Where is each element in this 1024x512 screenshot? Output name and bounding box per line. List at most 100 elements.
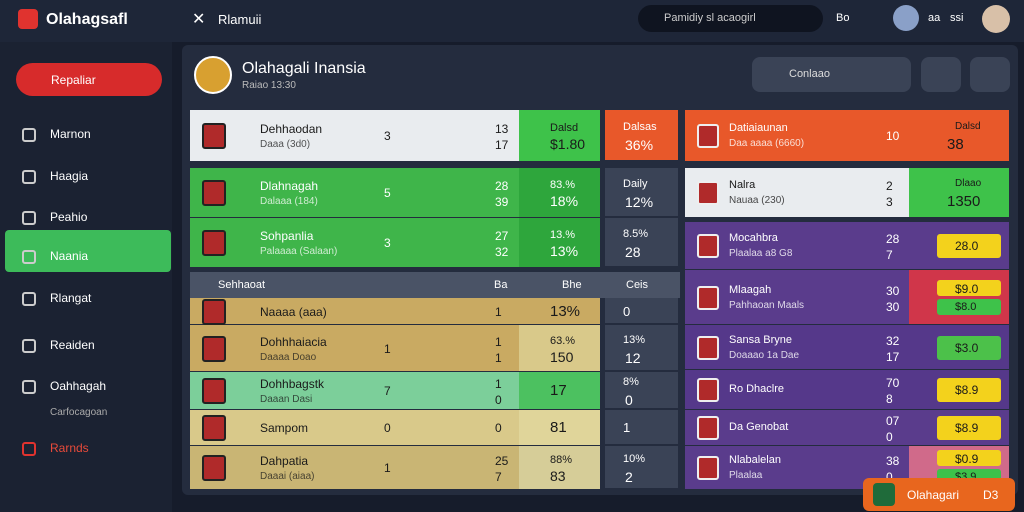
stat: 0 (495, 421, 502, 435)
mid-top: 10% (623, 453, 646, 465)
value: 83 (550, 468, 566, 484)
table-row[interactable]: Dahpatia Daaai (aiaa) 1 25 7 88% 83 (190, 446, 600, 489)
search-button[interactable] (921, 57, 961, 92)
logo: Olahagsafl (46, 11, 128, 28)
stat: 1 (495, 377, 502, 391)
team-sub: Daa aaaa (6660) (729, 138, 805, 149)
table-row[interactable]: Mocahbra Plaalaa a8 G8 28 7 28.0 (685, 222, 1009, 269)
badge[interactable]: $8.0 (937, 298, 1001, 315)
sidebar-item[interactable]: Rarnds (50, 441, 89, 455)
stat: 1 (384, 461, 391, 475)
value-cell (519, 446, 600, 489)
search-box[interactable]: Pamidiy sl acaogirl (638, 5, 823, 32)
float-button[interactable]: Olahagari D3 (863, 478, 1015, 511)
button-label: Repaliar (51, 73, 96, 87)
sidebar-item[interactable]: Naania (50, 249, 89, 263)
stat: 5 (384, 186, 391, 200)
tab[interactable]: Rlamuii (218, 12, 262, 27)
table-row[interactable]: Dehhaodan Daaa (3d0) 3 13 17 Dalsd $1.80 (190, 110, 600, 161)
sidebar-item[interactable]: Marnon (50, 127, 91, 141)
badge[interactable]: $0.9 (937, 450, 1001, 466)
badge-label: $8.0 (955, 300, 977, 313)
mid-cell: 8.5% 28 (605, 218, 678, 266)
team-name: Dahpatia (260, 454, 309, 468)
badge[interactable]: $8.9 (937, 416, 1001, 440)
team-name: Sampom (260, 421, 309, 435)
stat: 70 (886, 376, 900, 390)
team-sub: Daaai (aiaa) (260, 471, 315, 482)
stat: 1 (495, 350, 502, 365)
section-label: Sehhaoat (218, 279, 266, 291)
dropdown[interactable]: Conlaao (752, 57, 911, 92)
dropdown-label: Conlaao (789, 68, 830, 80)
value-cell (519, 110, 600, 161)
avatar[interactable] (982, 5, 1010, 33)
badge[interactable]: 28.0 (937, 234, 1001, 258)
icon-label[interactable]: Bo (836, 12, 850, 24)
stat: 13 (495, 122, 509, 136)
icon-label[interactable]: ssi (950, 12, 964, 24)
stat: 38 (886, 454, 900, 468)
sidebar-item[interactable]: Haagia (50, 169, 89, 183)
table-row[interactable]: Mlaagah Pahhaoan Maals 30 30 $9.0 $8.0 (685, 270, 1009, 324)
table-row[interactable]: Nalra Nauaa (230) 2 3 Dlaao 1350 (685, 168, 1009, 217)
mid-cell: 1 (605, 410, 678, 444)
logo-icon (18, 9, 38, 29)
value: Dalsd (550, 122, 579, 134)
sidebar-item[interactable]: Reaiden (50, 338, 95, 352)
value-cell (519, 325, 600, 371)
stat: 7 (495, 470, 502, 484)
team-logo (202, 298, 226, 325)
table-row[interactable]: Dlahnagah Dalaaa (184) 5 28 39 83.% 18% (190, 168, 600, 217)
stat: 25 (495, 454, 509, 468)
team-sub: Dalaaa (184) (260, 196, 318, 207)
team-name: Nlabalelan (729, 454, 781, 466)
table-row[interactable]: Sampom 0 0 81 (190, 410, 600, 445)
stat: 1 (495, 334, 502, 349)
table-row[interactable]: Sansa Bryne Doaaao 1a Dae 32 17 $3.0 (685, 325, 1009, 369)
sidebar-icon (22, 211, 36, 225)
badge[interactable]: $9.0 (937, 279, 1001, 296)
badge-value: 38 (947, 136, 964, 153)
badge[interactable]: $8.9 (937, 378, 1001, 402)
mid-top: 8.5% (623, 228, 649, 240)
table-row[interactable]: Dohhbagstk Daaan Dasi 7 1 0 17 (190, 372, 600, 409)
team-name: Dohhhaiacia (260, 334, 327, 349)
mid-cell: 0 (605, 298, 678, 323)
team-sub: Daaan Dasi (260, 394, 313, 405)
stat: 0 (886, 470, 893, 484)
value: 63.% (550, 334, 576, 347)
stat: 30 (886, 299, 900, 314)
stat: 17 (886, 349, 900, 364)
section-label: Ba (494, 279, 508, 291)
table-row[interactable]: Ro Dhaclre 70 8 $8.9 (685, 370, 1009, 409)
mid-top: 13% (623, 333, 646, 346)
table-row[interactable]: Dohhhaiacia Daaaa Doao 1 1 1 63.% 150 (190, 325, 600, 371)
sidebar-item[interactable]: Oahhagah (50, 379, 107, 393)
avatar[interactable] (893, 5, 919, 31)
close-button[interactable] (970, 57, 1010, 92)
team-logo (202, 415, 226, 441)
team-name: Sohpanlia (260, 229, 314, 243)
badge[interactable]: $3.0 (937, 335, 1001, 360)
table-row[interactable]: Nlabalelan Plaalaa 38 0 $0.9 $3.9 (685, 446, 1009, 489)
stat: 39 (495, 195, 509, 209)
stat: 3 (384, 129, 391, 143)
sidebar-button[interactable]: Repaliar (16, 63, 162, 96)
team-logo (202, 180, 226, 206)
mid-bottom: 36% (625, 137, 654, 153)
sidebar-icon (22, 442, 36, 456)
team-sub: Plaalaa (729, 470, 763, 481)
float-label: Olahagari (907, 488, 960, 502)
sidebar-item[interactable]: Peahio (50, 210, 88, 224)
stat: 0 (384, 421, 391, 435)
table-row[interactable]: Naaaa (aaa) 1 13% (190, 298, 600, 325)
table-row[interactable]: Sohpanlia Palaaaa (Salaan) 3 27 32 13.% 13% (190, 218, 600, 267)
sidebar-icon (22, 250, 36, 264)
section-label: Ceis (626, 279, 649, 291)
icon-label[interactable]: aa (928, 12, 941, 24)
table-row[interactable]: Da Genobat 07 0 $8.9 (685, 410, 1009, 445)
table-row[interactable]: Datiaiaunan Daa aaaa (6660) 10 Dalsd 38 (685, 110, 1009, 161)
sidebar-item[interactable]: Rlangat (50, 291, 92, 305)
team-name: Dehhaodan (260, 122, 323, 136)
